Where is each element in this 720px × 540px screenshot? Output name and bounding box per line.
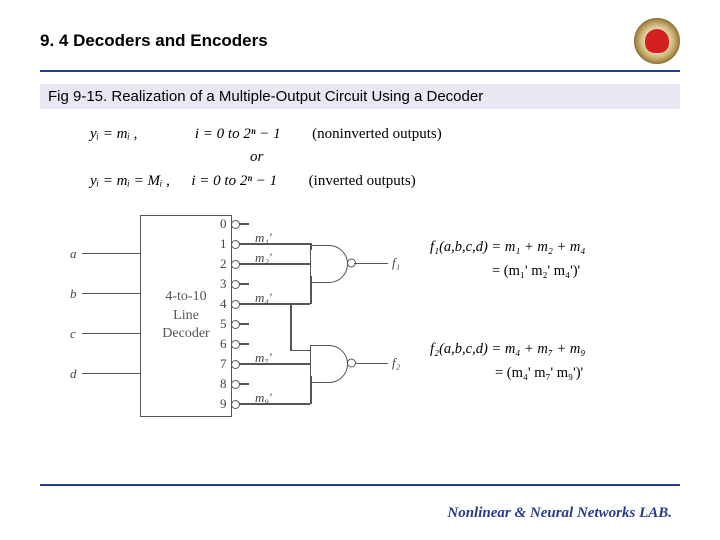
eq-or: or: [250, 146, 680, 169]
input-a-wire: [82, 253, 140, 255]
f2-eq1: f₂(a,b,c,d) = m₄ + m₇ + m₉: [430, 341, 585, 357]
bend-m9: [310, 376, 312, 404]
f2-eq2: = (m₄' m₇' m₉')': [495, 365, 583, 381]
f1-eq2: = (m₁' m₂' m₄')': [492, 263, 580, 279]
wire-m9: [239, 403, 310, 405]
page-title: 9. 4 Decoders and Encoders: [40, 31, 268, 51]
m2-label: m₂': [255, 250, 272, 266]
f1-equations: f₁(a,b,c,d) = m₁ + m₂ + m₄ = (m₁' m₂' m₄…: [430, 235, 585, 284]
stub-8: [239, 383, 249, 385]
bend-m4-down: [290, 303, 292, 350]
bend-m1: [310, 243, 312, 250]
equation-block: yᵢ = mᵢ , i = 0 to 2ⁿ − 1 (noninverted o…: [90, 123, 680, 193]
wire-m2: [239, 263, 310, 265]
input-b-wire: [82, 293, 140, 295]
eq1-note: (noninverted outputs): [312, 126, 442, 142]
eq1-range: i = 0 to 2ⁿ − 1: [195, 126, 281, 142]
f1-eq1: f₁(a,b,c,d) = m₁ + m₂ + m₄: [430, 239, 585, 255]
figure-caption-bar: Fig 9-15. Realization of a Multiple-Outp…: [40, 84, 680, 109]
stub-3: [239, 283, 249, 285]
out-3: 3: [220, 276, 227, 292]
eq1-lhs: yᵢ = mᵢ ,: [90, 126, 137, 142]
f2-equations: f₂(a,b,c,d) = m₄ + m₇ + m₉ = (m₄' m₇' m₉…: [430, 337, 585, 386]
decoder-box: 4-to-10 Line Decoder: [140, 215, 232, 417]
out-7: 7: [220, 356, 227, 372]
f1-label: f₁: [392, 255, 400, 271]
header-rule: [40, 70, 680, 72]
decoder-label-l2: Line: [173, 308, 199, 323]
stub-5: [239, 323, 249, 325]
decoder-label-l1: 4-to-10: [165, 289, 206, 304]
m9-label: m₉': [255, 390, 272, 406]
out-9: 9: [220, 396, 227, 412]
eq2-note: (inverted outputs): [309, 173, 416, 189]
m1-label: m₁': [255, 230, 272, 246]
nand-gate-f2: [310, 345, 354, 381]
stub-6: [239, 343, 249, 345]
out-0: 0: [220, 216, 227, 232]
decoder-label-l3: Decoder: [162, 326, 209, 341]
m7-label: m₇': [255, 350, 272, 366]
eq2-range: i = 0 to 2ⁿ − 1: [191, 173, 277, 189]
out-6: 6: [220, 336, 227, 352]
wire-m7: [239, 363, 310, 365]
eq2-lhs: yᵢ = mᵢ = Mᵢ ,: [90, 173, 170, 189]
stub-0: [239, 223, 249, 225]
out-1: 1: [220, 236, 227, 252]
wire-m1: [239, 243, 310, 245]
input-c-wire: [82, 333, 140, 335]
input-a-label: a: [70, 246, 77, 262]
university-logo: [634, 18, 680, 64]
out-8: 8: [220, 376, 227, 392]
footer-rule: [40, 484, 680, 486]
input-c-label: c: [70, 326, 76, 342]
input-d-label: d: [70, 366, 77, 382]
out-5: 5: [220, 316, 227, 332]
m4-label: m₄': [255, 290, 272, 306]
input-d-wire: [82, 373, 140, 375]
input-b-label: b: [70, 286, 77, 302]
nand-gate-f1: [310, 245, 354, 281]
footer-text: Nonlinear & Neural Networks LAB.: [447, 505, 672, 522]
out-2: 2: [220, 256, 227, 272]
bend-m4-in2: [290, 350, 310, 352]
wire-m4: [239, 303, 310, 305]
bend-m4-up: [310, 276, 312, 304]
circuit-diagram: a b c d 4-to-10 Line Decoder 0 1 2 3 4 5…: [70, 205, 680, 435]
f2-label: f₂: [392, 355, 400, 371]
out-4: 4: [220, 296, 227, 312]
